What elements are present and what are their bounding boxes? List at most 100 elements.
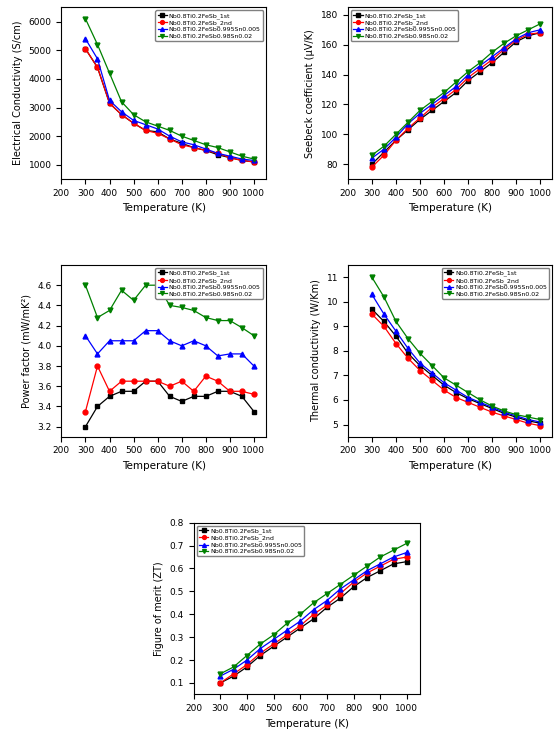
Nb0.8Ti0.2FeSb0.995Sn0.005 xyxy=(166,336,173,345)
Nb0.8Ti0.2FeSb0.98Sn0.02 xyxy=(417,106,424,115)
Nb0.8Ti0.2FeSb0.98Sn0.02 xyxy=(513,31,519,40)
Nb0.8Ti0.2FeSb0.98Sn0.02 xyxy=(118,286,125,295)
Nb0.8Ti0.2FeSb_1st xyxy=(142,376,149,385)
Nb0.8Ti0.2FeSb0.98Sn0.02 xyxy=(405,334,411,343)
Nb0.8Ti0.2FeSb_1st xyxy=(337,594,344,602)
Nb0.8Ti0.2FeSb_2nd xyxy=(441,386,448,395)
Nb0.8Ti0.2FeSb0.98Sn0.02 xyxy=(118,97,125,106)
Nb0.8Ti0.2FeSb_2nd xyxy=(501,412,508,420)
Nb0.8Ti0.2FeSb_2nd xyxy=(403,553,410,561)
Nb0.8Ti0.2FeSb0.995Sn0.005 xyxy=(513,412,519,420)
Nb0.8Ti0.2FeSb0.98Sn0.02 xyxy=(405,118,411,126)
Nb0.8Ti0.2FeSb_1st xyxy=(239,392,246,401)
Nb0.8Ti0.2FeSb_2nd xyxy=(243,660,250,669)
Nb0.8Ti0.2FeSb0.995Sn0.005 xyxy=(465,70,472,79)
Nb0.8Ti0.2FeSb_2nd xyxy=(203,146,209,155)
X-axis label: Temperature (K): Temperature (K) xyxy=(122,203,206,213)
Nb0.8Ti0.2FeSb_2nd xyxy=(453,85,459,94)
Nb0.8Ti0.2FeSb_2nd xyxy=(525,30,532,39)
Nb0.8Ti0.2FeSb0.995Sn0.005 xyxy=(324,596,330,605)
Nb0.8Ti0.2FeSb_2nd xyxy=(513,36,519,45)
Nb0.8Ti0.2FeSb_2nd xyxy=(393,339,400,348)
Nb0.8Ti0.2FeSb_1st xyxy=(94,402,101,411)
Y-axis label: Power factor (mW/mK²): Power factor (mW/mK²) xyxy=(22,294,32,408)
Nb0.8Ti0.2FeSb_2nd xyxy=(417,113,424,122)
Nb0.8Ti0.2FeSb0.98Sn0.02 xyxy=(230,662,237,671)
Nb0.8Ti0.2FeSb0.98Sn0.02 xyxy=(501,406,508,415)
Nb0.8Ti0.2FeSb0.98Sn0.02 xyxy=(155,281,161,289)
Nb0.8Ti0.2FeSb0.995Sn0.005 xyxy=(417,359,424,368)
Nb0.8Ti0.2FeSb0.995Sn0.005 xyxy=(417,109,424,118)
Nb0.8Ti0.2FeSb_2nd xyxy=(106,99,113,107)
Y-axis label: Seebeck coefficient (μV/K): Seebeck coefficient (μV/K) xyxy=(305,29,315,158)
Nb0.8Ti0.2FeSb_1st xyxy=(364,573,371,582)
Nb0.8Ti0.2FeSb0.995Sn0.005 xyxy=(118,336,125,345)
Nb0.8Ti0.2FeSb_1st xyxy=(94,63,101,72)
Nb0.8Ti0.2FeSb_2nd xyxy=(227,154,233,162)
Nb0.8Ti0.2FeSb0.995Sn0.005 xyxy=(501,408,508,417)
Nb0.8Ti0.2FeSb_2nd xyxy=(377,562,383,571)
Nb0.8Ti0.2FeSb0.995Sn0.005 xyxy=(429,100,435,109)
Nb0.8Ti0.2FeSb0.98Sn0.02 xyxy=(270,631,277,640)
Nb0.8Ti0.2FeSb0.98Sn0.02 xyxy=(297,610,304,618)
Nb0.8Ti0.2FeSb_1st xyxy=(350,583,357,591)
Nb0.8Ti0.2FeSb_2nd xyxy=(227,387,233,395)
Nb0.8Ti0.2FeSb0.995Sn0.005 xyxy=(364,567,371,575)
Nb0.8Ti0.2FeSb_1st xyxy=(393,136,400,145)
Nb0.8Ti0.2FeSb_2nd xyxy=(217,678,224,687)
Nb0.8Ti0.2FeSb_2nd xyxy=(214,376,221,385)
Nb0.8Ti0.2FeSb_2nd xyxy=(251,158,257,167)
Nb0.8Ti0.2FeSb0.995Sn0.005 xyxy=(251,362,257,371)
Nb0.8Ti0.2FeSb0.98Sn0.02 xyxy=(381,142,387,151)
Nb0.8Ti0.2FeSb_2nd xyxy=(257,649,263,658)
Nb0.8Ti0.2FeSb0.995Sn0.005 xyxy=(94,55,101,64)
Nb0.8Ti0.2FeSb0.98Sn0.02 xyxy=(94,313,101,322)
Nb0.8Ti0.2FeSb_2nd xyxy=(106,387,113,395)
Nb0.8Ti0.2FeSb_1st xyxy=(106,392,113,401)
Nb0.8Ti0.2FeSb0.995Sn0.005 xyxy=(203,341,209,350)
Nb0.8Ti0.2FeSb_1st xyxy=(297,624,304,632)
Legend: Nb0.8Ti0.2FeSb_1st, Nb0.8Ti0.2FeSb_2nd, Nb0.8Ti0.2FeSb0.995Sn0.005, Nb0.8Ti0.2Fe: Nb0.8Ti0.2FeSb_1st, Nb0.8Ti0.2FeSb_2nd, … xyxy=(155,10,263,41)
Nb0.8Ti0.2FeSb_2nd xyxy=(230,670,237,678)
Nb0.8Ti0.2FeSb_2nd xyxy=(118,110,125,119)
Nb0.8Ti0.2FeSb0.995Sn0.005 xyxy=(350,575,357,584)
Nb0.8Ti0.2FeSb0.995Sn0.005 xyxy=(441,379,448,387)
Nb0.8Ti0.2FeSb0.98Sn0.02 xyxy=(390,546,397,555)
Nb0.8Ti0.2FeSb_1st xyxy=(283,633,290,642)
Nb0.8Ti0.2FeSb0.98Sn0.02 xyxy=(525,413,532,422)
Nb0.8Ti0.2FeSb0.995Sn0.005 xyxy=(179,137,185,146)
Nb0.8Ti0.2FeSb0.98Sn0.02 xyxy=(82,281,89,289)
Nb0.8Ti0.2FeSb0.995Sn0.005 xyxy=(297,617,304,626)
Nb0.8Ti0.2FeSb0.995Sn0.005 xyxy=(251,156,257,165)
Nb0.8Ti0.2FeSb0.98Sn0.02 xyxy=(368,151,375,159)
Nb0.8Ti0.2FeSb_1st xyxy=(251,407,257,416)
Nb0.8Ti0.2FeSb_1st xyxy=(417,115,424,124)
Nb0.8Ti0.2FeSb_2nd xyxy=(405,354,411,363)
Line: Nb0.8Ti0.2FeSb_1st: Nb0.8Ti0.2FeSb_1st xyxy=(218,559,410,686)
Nb0.8Ti0.2FeSb0.995Sn0.005 xyxy=(82,331,89,340)
Nb0.8Ti0.2FeSb0.98Sn0.02 xyxy=(364,562,371,571)
Nb0.8Ti0.2FeSb0.995Sn0.005 xyxy=(106,336,113,345)
Nb0.8Ti0.2FeSb_1st xyxy=(166,135,173,143)
Line: Nb0.8Ti0.2FeSb0.98Sn0.02: Nb0.8Ti0.2FeSb0.98Sn0.02 xyxy=(369,21,543,158)
Nb0.8Ti0.2FeSb_2nd xyxy=(429,376,435,385)
Nb0.8Ti0.2FeSb0.995Sn0.005 xyxy=(166,132,173,140)
Nb0.8Ti0.2FeSb0.98Sn0.02 xyxy=(243,651,250,660)
Nb0.8Ti0.2FeSb0.995Sn0.005 xyxy=(429,368,435,377)
Nb0.8Ti0.2FeSb0.995Sn0.005 xyxy=(368,154,375,162)
Nb0.8Ti0.2FeSb_2nd xyxy=(297,621,304,630)
Nb0.8Ti0.2FeSb_1st xyxy=(453,388,459,397)
Nb0.8Ti0.2FeSb_2nd xyxy=(453,393,459,402)
Line: Nb0.8Ti0.2FeSb_2nd: Nb0.8Ti0.2FeSb_2nd xyxy=(83,46,256,164)
Line: Nb0.8Ti0.2FeSb0.98Sn0.02: Nb0.8Ti0.2FeSb0.98Sn0.02 xyxy=(369,275,543,422)
Nb0.8Ti0.2FeSb_2nd xyxy=(477,403,484,412)
Nb0.8Ti0.2FeSb_1st xyxy=(166,392,173,401)
Nb0.8Ti0.2FeSb_1st xyxy=(393,332,400,341)
Nb0.8Ti0.2FeSb_2nd xyxy=(190,143,197,152)
Nb0.8Ti0.2FeSb0.98Sn0.02 xyxy=(393,130,400,139)
X-axis label: Temperature (K): Temperature (K) xyxy=(265,719,349,729)
Nb0.8Ti0.2FeSb_1st xyxy=(441,381,448,390)
Nb0.8Ti0.2FeSb0.98Sn0.02 xyxy=(417,349,424,357)
Y-axis label: Figure of merit (ZT): Figure of merit (ZT) xyxy=(154,561,164,656)
Nb0.8Ti0.2FeSb_1st xyxy=(82,45,89,53)
